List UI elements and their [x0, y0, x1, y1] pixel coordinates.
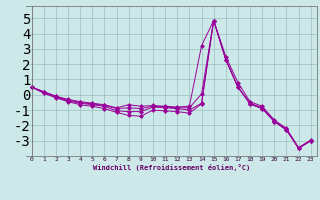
X-axis label: Windchill (Refroidissement éolien,°C): Windchill (Refroidissement éolien,°C)	[92, 164, 250, 171]
